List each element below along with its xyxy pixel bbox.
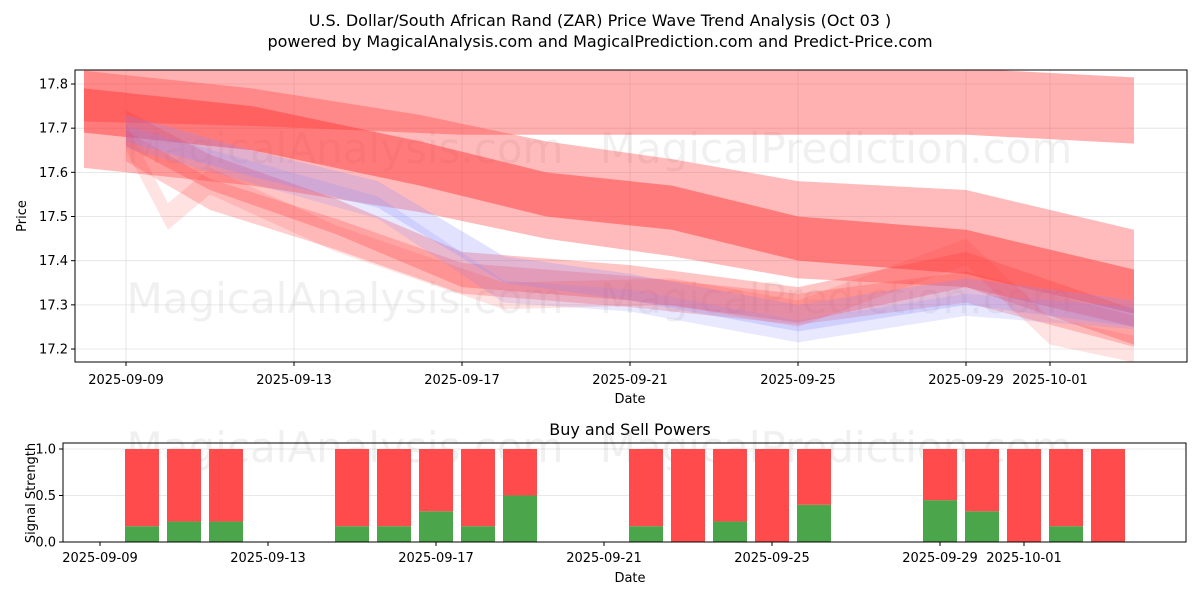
buy-sell-y-ticks: 0.0 0.5 1.0: [35, 443, 63, 551]
price-y-tick-label: 17.5: [39, 210, 68, 225]
buy-sell-y-tick-label: 0.0: [35, 536, 56, 551]
sell-bar: [671, 449, 705, 542]
buy-bar: [503, 495, 537, 542]
buy-bar: [1049, 526, 1083, 542]
price-x-tick-label: 2025-09-21: [592, 373, 668, 388]
watermark-prediction-mid: MagicalPrediction.com: [600, 274, 1073, 323]
watermark-prediction-bottom: MagicalPrediction.com: [600, 423, 1073, 472]
sell-bar: [965, 449, 999, 512]
buy-bar: [419, 511, 453, 542]
buy-bar: [923, 500, 957, 542]
price-y-tick-label: 17.3: [39, 298, 68, 313]
buy-sell-axes-frame: [62, 442, 1187, 543]
buy-sell-y-label: Signal Strength: [24, 443, 39, 543]
buy-bar: [125, 526, 159, 542]
sell-bar: [209, 449, 243, 522]
sell-bar: [1007, 449, 1041, 542]
chart-subtitle: powered by MagicalAnalysis.com and Magic…: [267, 32, 932, 51]
sell-bar: [461, 449, 495, 527]
sell-bar: [713, 449, 747, 522]
price-y-tick-label: 17.4: [39, 254, 68, 269]
buy-sell-x-ticks: 2025-09-09 2025-09-13 2025-09-17 2025-09-21…: [62, 542, 1062, 566]
sell-bar: [629, 449, 663, 527]
buy-bar: [629, 526, 663, 542]
price-x-tick-label: 2025-09-29: [928, 373, 1004, 388]
sell-bar: [923, 449, 957, 501]
chart-title: U.S. Dollar/South African Rand (ZAR) Pri…: [309, 11, 892, 30]
price-y-tick-label: 17.6: [39, 166, 68, 181]
wave-band-outer-wave: [84, 70, 1134, 327]
sell-bar: [377, 449, 411, 527]
buy-bar: [965, 511, 999, 542]
buy-sell-title: Buy and Sell Powers: [549, 420, 711, 439]
buy-sell-x-label: Date: [614, 571, 645, 586]
buy-sell-x-tick-label: 2025-09-09: [62, 551, 138, 566]
buy-sell-x-tick-label: 2025-09-25: [734, 551, 810, 566]
buy-sell-x-tick-label: 2025-09-29: [902, 551, 978, 566]
buy-sell-y-tick-label: 0.5: [35, 489, 56, 504]
buy-sell-panel: Buy and Sell Powers MagicalAnalysis.com …: [24, 420, 1187, 586]
buy-sell-bars: [125, 449, 1125, 542]
price-x-tick-label: 2025-09-25: [760, 373, 836, 388]
sell-bar: [503, 449, 537, 496]
watermark-prediction-top: MagicalPrediction.com: [600, 124, 1073, 173]
wave-band-blue-wave-b: [126, 125, 1134, 343]
wave-band-lower-wave-a: [126, 110, 1134, 345]
wave-band-main-wave: [84, 88, 1134, 314]
buy-sell-x-tick-label: 2025-09-21: [566, 551, 642, 566]
buy-bar: [461, 526, 495, 542]
buy-bar: [377, 526, 411, 542]
price-x-tick-label: 2025-09-13: [256, 373, 332, 388]
price-x-ticks: 2025-09-09 2025-09-13 2025-09-17 2025-09-21…: [88, 362, 1088, 388]
wave-band-blue-wave-a: [126, 114, 1134, 332]
sell-bar: [125, 449, 159, 527]
price-y-tick-label: 17.2: [39, 343, 68, 358]
sell-bar: [797, 449, 831, 505]
wave-band-spike-wave: [126, 123, 1134, 362]
price-x-tick-label: 2025-09-09: [88, 373, 164, 388]
buy-bar: [713, 521, 747, 542]
price-y-ticks: 17.2 17.3 17.4 17.5 17.6 17.7 17.8: [39, 78, 75, 358]
price-y-tick-label: 17.8: [39, 78, 68, 93]
buy-bar: [209, 521, 243, 542]
buy-sell-x-tick-label: 2025-09-17: [398, 551, 474, 566]
wave-bands: [84, 70, 1134, 362]
sell-bar: [755, 449, 789, 542]
sell-bar: [1091, 449, 1125, 542]
price-x-tick-label: 2025-10-01: [1012, 373, 1088, 388]
buy-bar: [797, 504, 831, 542]
price-x-tick-label: 2025-09-17: [424, 373, 500, 388]
price-y-tick-label: 17.7: [39, 122, 68, 137]
sell-bar: [335, 449, 369, 527]
price-axes-frame: [74, 69, 1188, 363]
sell-bar: [167, 449, 201, 522]
buy-sell-x-tick-label: 2025-09-13: [230, 551, 306, 566]
price-wave-panel: MagicalAnalysis.com MagicalPrediction.co…: [15, 69, 1188, 407]
wave-band-lower-wave-b: [126, 130, 1134, 347]
buy-bar: [335, 526, 369, 542]
wave-band-upper-wave: [84, 70, 1134, 144]
buy-sell-x-tick-label: 2025-10-01: [986, 551, 1062, 566]
buy-sell-y-tick-label: 1.0: [35, 443, 56, 458]
price-x-label: Date: [614, 392, 645, 407]
buy-bar: [167, 521, 201, 542]
watermark-analysis-mid: MagicalAnalysis.com: [127, 274, 564, 323]
sell-bar: [1049, 449, 1083, 527]
price-y-label: Price: [15, 200, 30, 232]
sell-bar: [419, 449, 453, 512]
